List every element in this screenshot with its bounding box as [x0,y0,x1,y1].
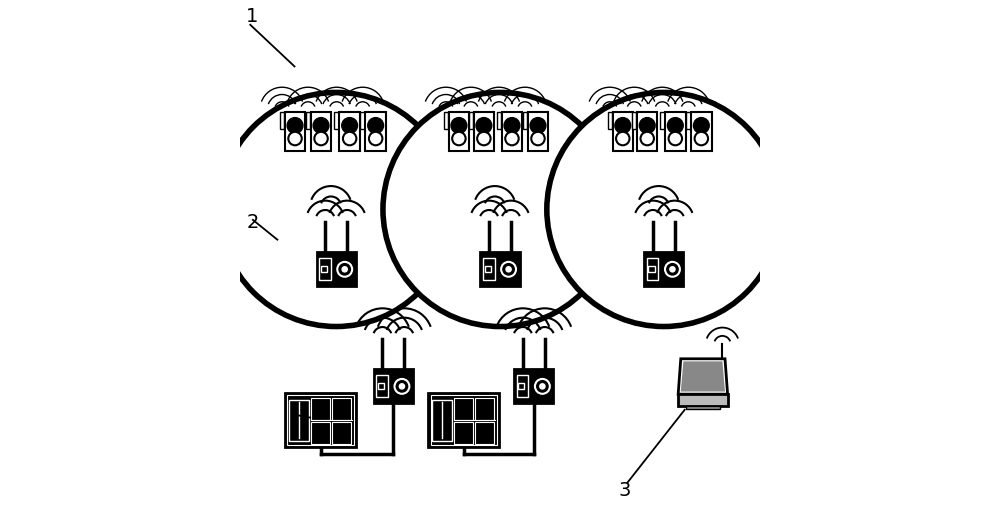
Circle shape [670,267,675,272]
Bar [317,253,356,286]
Circle shape [313,118,329,133]
Bar [306,112,310,130]
Bar [454,397,473,419]
Bar [518,383,524,390]
Bar [285,112,305,151]
Bar [523,112,527,130]
Bar [483,258,495,280]
Bar [374,369,413,403]
Bar [660,112,665,130]
Bar [665,112,686,151]
Bar [321,266,327,272]
Bar [428,393,499,448]
Bar [449,112,469,151]
Circle shape [665,262,680,277]
Circle shape [314,132,328,145]
Bar [469,112,473,130]
Circle shape [337,262,352,277]
Bar [480,253,520,286]
Circle shape [343,132,356,145]
Bar [319,258,331,280]
Circle shape [501,262,516,277]
Circle shape [451,118,467,133]
Text: 4: 4 [288,408,300,427]
Bar [332,422,351,444]
Circle shape [452,132,466,145]
Bar [475,422,494,444]
Bar [608,112,612,130]
Bar [431,395,497,446]
Circle shape [667,118,683,133]
Circle shape [476,118,492,133]
Bar [454,422,473,444]
Polygon shape [681,361,725,392]
Bar [632,112,636,130]
Circle shape [641,132,654,145]
Circle shape [368,118,384,133]
Text: 1: 1 [246,7,259,27]
Circle shape [369,132,382,145]
Bar [647,258,658,280]
Circle shape [616,132,629,145]
Bar [475,397,494,419]
Bar [502,112,522,151]
Circle shape [342,118,358,133]
Circle shape [547,93,781,326]
Circle shape [530,118,546,133]
Circle shape [639,118,655,133]
Bar [378,383,384,390]
Bar [285,393,356,448]
Circle shape [383,93,617,326]
Bar [648,266,655,272]
Bar [485,266,491,272]
Bar [686,112,691,130]
Bar [691,112,712,151]
Circle shape [288,132,302,145]
Bar [474,112,494,151]
Bar [432,400,452,441]
Circle shape [693,118,709,133]
Circle shape [540,384,545,389]
Bar [339,112,360,151]
Circle shape [399,384,405,389]
Text: 3: 3 [619,481,631,500]
Circle shape [506,267,511,272]
Bar [528,112,548,151]
Circle shape [342,267,347,272]
Bar [686,406,720,408]
Circle shape [505,132,519,145]
Circle shape [504,118,520,133]
Circle shape [531,132,545,145]
Circle shape [615,118,631,133]
Bar [334,112,339,130]
Bar [613,112,633,151]
Bar [644,253,683,286]
Circle shape [669,132,682,145]
Circle shape [219,93,453,326]
Text: 2: 2 [246,213,259,232]
Bar [332,397,351,419]
Bar [637,112,657,151]
Bar [289,400,309,441]
Bar [678,394,728,406]
Bar [376,376,388,397]
Circle shape [535,379,550,394]
Bar [360,112,365,130]
Bar [514,369,553,403]
Bar [365,112,386,151]
Bar [311,422,330,444]
Circle shape [287,118,303,133]
Bar [311,397,330,419]
Bar [280,112,284,130]
Polygon shape [678,359,728,394]
Circle shape [394,379,409,394]
Circle shape [477,132,491,145]
Bar [311,112,331,151]
Bar [497,112,501,130]
Bar [444,112,448,130]
Bar [517,376,528,397]
Circle shape [695,132,708,145]
Bar [287,395,354,446]
